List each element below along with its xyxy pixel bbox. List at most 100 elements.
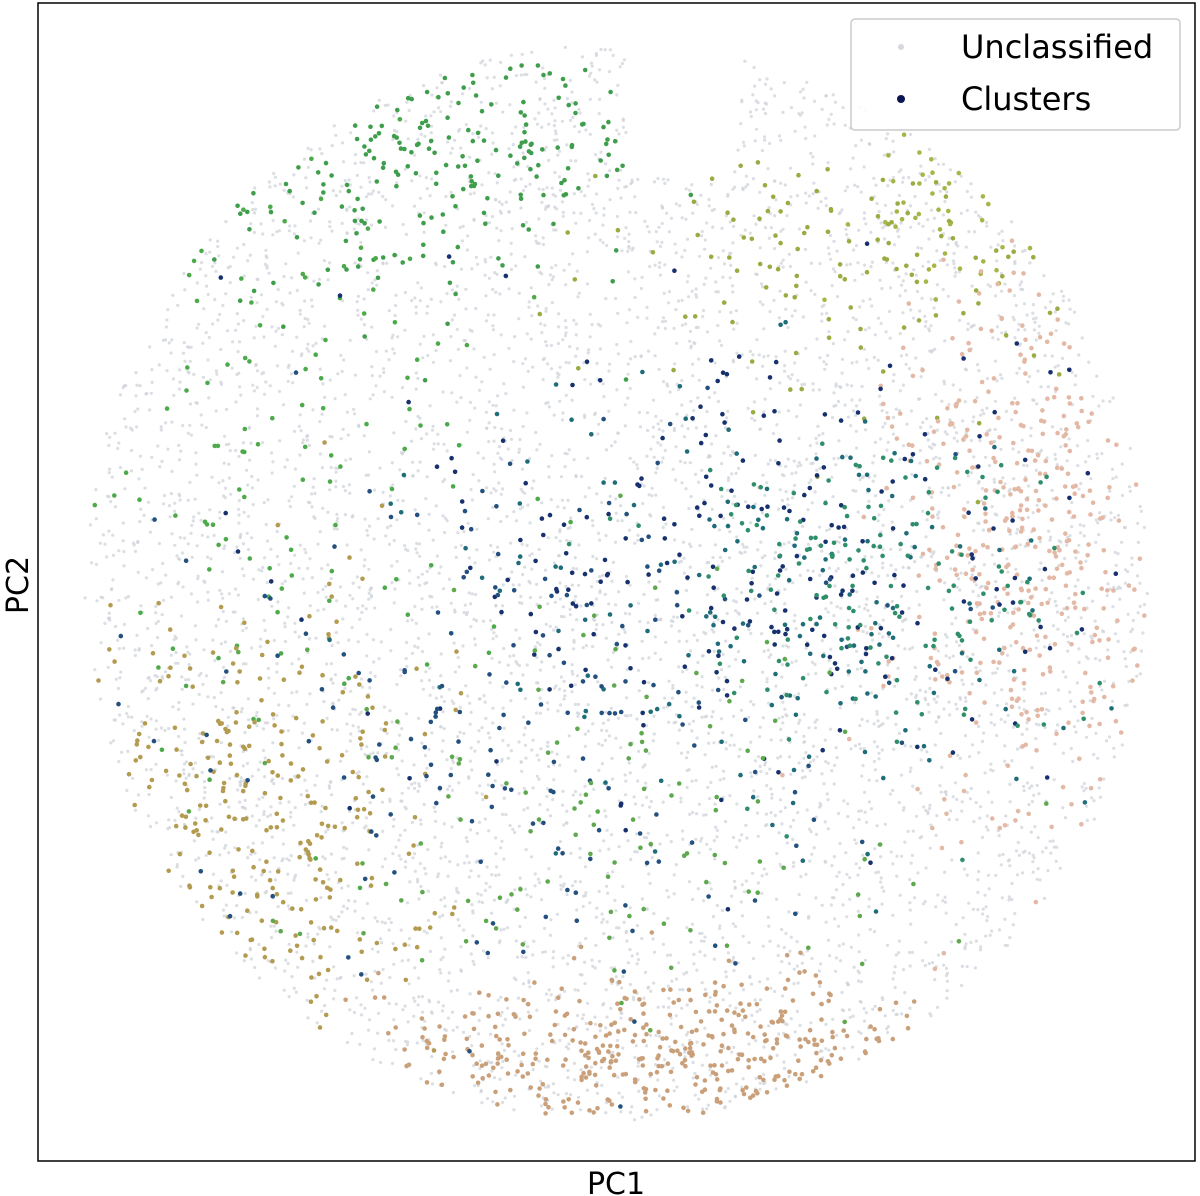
point-unclassified — [176, 661, 180, 666]
point-unclassified — [672, 1078, 676, 1082]
point-unclassified — [628, 948, 632, 952]
point-unclassified — [787, 910, 791, 914]
point-unclassified — [390, 581, 394, 585]
point-unclassified — [1097, 404, 1101, 408]
point-unclassified — [322, 607, 326, 612]
point-unclassified — [829, 112, 833, 116]
point-unclassified — [857, 1030, 861, 1034]
point-unclassified — [755, 1010, 759, 1014]
point-unclassified — [557, 325, 561, 329]
point-unclassified — [170, 469, 174, 473]
point-unclassified — [762, 1082, 766, 1086]
point-unclassified — [550, 278, 554, 282]
point-unclassified — [517, 1054, 521, 1058]
point-unclassified — [165, 369, 169, 373]
point-unclassified — [621, 884, 625, 889]
point-unclassified — [545, 701, 550, 705]
point-unclassified — [815, 337, 819, 341]
point-unclassified — [1039, 561, 1043, 565]
point-unclassified — [674, 308, 678, 312]
point-unclassified — [416, 281, 420, 285]
point-unclassified — [489, 491, 493, 495]
point-unclassified — [608, 169, 612, 173]
point-unclassified — [250, 774, 254, 778]
point-unclassified — [769, 600, 773, 604]
point-unclassified — [1113, 632, 1117, 636]
point-unclassified — [1007, 669, 1011, 673]
point-unclassified — [604, 988, 608, 992]
point-unclassified — [1061, 806, 1065, 810]
point-unclassified — [323, 324, 327, 328]
point-unclassified — [140, 720, 144, 724]
point-unclassified — [534, 430, 538, 435]
point-unclassified — [742, 890, 747, 894]
point-unclassified — [614, 497, 618, 501]
point-unclassified — [322, 259, 326, 263]
point-unclassified — [410, 299, 414, 303]
point-unclassified — [450, 788, 455, 792]
point-unclassified — [429, 297, 433, 301]
point-unclassified — [689, 940, 693, 944]
point-unclassified — [559, 614, 564, 619]
point-unclassified — [202, 648, 206, 652]
point-unclassified — [523, 72, 527, 77]
point-unclassified — [458, 225, 462, 230]
point-unclassified — [288, 505, 292, 509]
point-unclassified — [274, 929, 278, 933]
point-unclassified — [890, 599, 894, 604]
point-unclassified — [758, 1081, 762, 1085]
point-unclassified — [534, 711, 539, 715]
point-unclassified — [553, 205, 557, 209]
point-unclassified — [1053, 452, 1057, 457]
point-unclassified — [905, 697, 909, 701]
point-unclassified — [1021, 288, 1025, 292]
point-unclassified — [1043, 691, 1047, 695]
point-unclassified — [621, 117, 625, 121]
point-unclassified — [978, 585, 983, 590]
point-unclassified — [782, 474, 786, 478]
point-unclassified — [736, 148, 740, 152]
point-unclassified — [211, 837, 215, 841]
point-unclassified — [885, 448, 889, 452]
point-unclassified — [818, 984, 822, 989]
point-unclassified — [145, 714, 149, 718]
point-unclassified — [352, 227, 356, 231]
point-unclassified — [957, 483, 961, 487]
point-unclassified — [819, 200, 823, 204]
point-unclassified — [672, 615, 676, 619]
point-unclassified — [856, 873, 860, 877]
point-unclassified — [652, 180, 657, 184]
point-unclassified — [141, 689, 145, 693]
point-unclassified — [243, 891, 247, 896]
point-unclassified — [443, 947, 447, 951]
point-unclassified — [220, 592, 224, 596]
point-unclassified — [755, 272, 759, 276]
point-unclassified — [226, 715, 230, 719]
point-unclassified — [484, 716, 488, 721]
point-unclassified — [973, 565, 977, 569]
point-unclassified — [1041, 850, 1045, 854]
point-unclassified — [563, 694, 567, 698]
point-unclassified — [525, 411, 529, 415]
point-unclassified — [531, 365, 535, 369]
point-unclassified — [564, 821, 569, 825]
point-unclassified — [430, 177, 434, 181]
point-unclassified — [253, 207, 258, 211]
point-unclassified — [962, 867, 967, 871]
point-unclassified — [467, 776, 471, 780]
point-unclassified — [835, 295, 840, 299]
point-unclassified — [458, 705, 462, 709]
point-unclassified — [372, 537, 376, 541]
point-unclassified — [579, 604, 583, 608]
point-unclassified — [1003, 720, 1007, 724]
point-unclassified — [131, 776, 135, 780]
point-unclassified — [538, 442, 542, 446]
point-unclassified — [1138, 504, 1142, 509]
point-unclassified — [1055, 610, 1059, 614]
point-unclassified — [295, 950, 299, 954]
point-unclassified — [483, 63, 487, 67]
point-unclassified — [832, 782, 836, 786]
point-unclassified — [138, 384, 142, 388]
point-unclassified — [518, 437, 522, 442]
point-unclassified — [848, 897, 852, 901]
